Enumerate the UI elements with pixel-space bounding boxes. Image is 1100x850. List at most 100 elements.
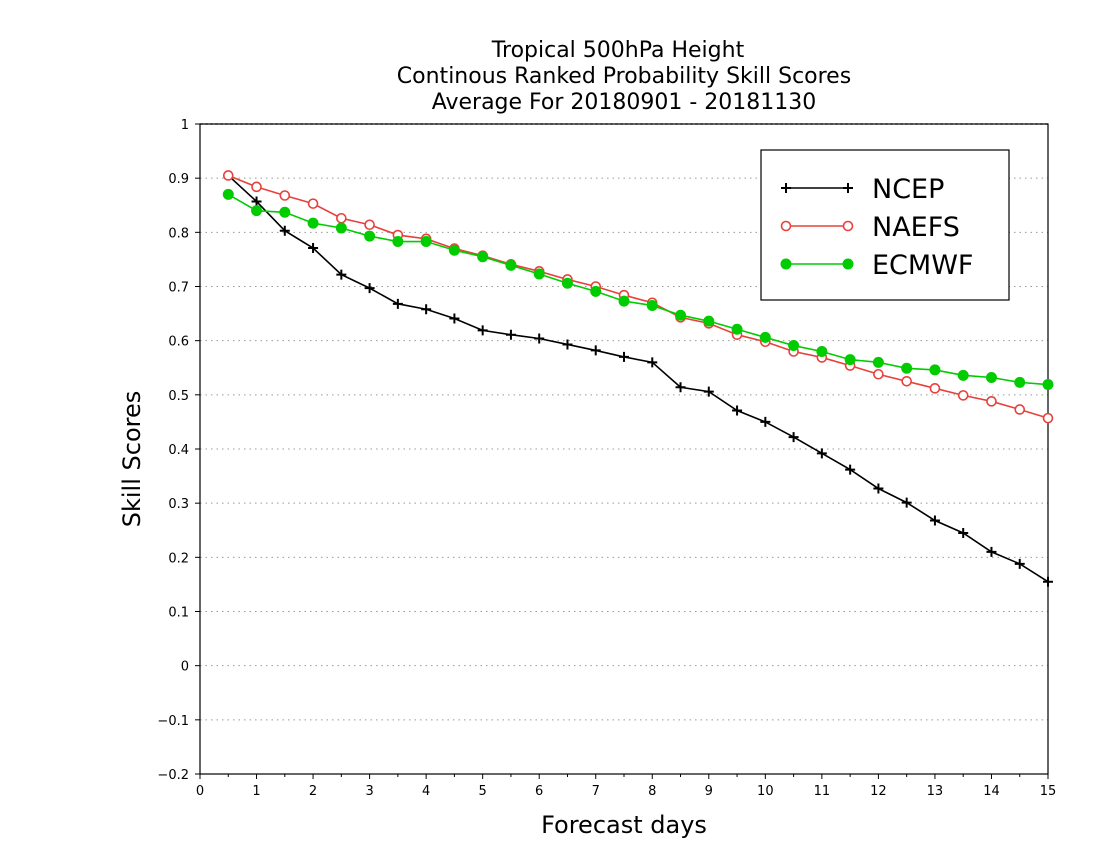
legend-label-naefs: NAEFS: [872, 212, 960, 243]
x-tick-label: 1: [252, 784, 260, 799]
ncep-series: [223, 170, 1053, 587]
naefs-point: [251, 181, 262, 193]
legend-ncep-point: [843, 183, 853, 193]
ncep-point: [675, 382, 686, 393]
title-line-2: Continous Ranked Probability Skill Score…: [397, 64, 851, 89]
ecmwf-point: [675, 309, 687, 321]
naefs-point: [279, 190, 291, 201]
y-tick-label: 0.1: [168, 606, 189, 621]
x-axis-title: Forecast days: [541, 811, 707, 839]
y-axis-title: Skill Scores: [118, 391, 146, 528]
ncep-point: [364, 283, 375, 294]
ncep-point: [647, 357, 658, 368]
legend-label-ecmwf: ECMWF: [872, 250, 973, 281]
x-tick-label: 15: [1040, 784, 1057, 799]
naefs-point: [222, 170, 234, 181]
ncep-point: [421, 304, 432, 315]
ecmwf-point: [703, 315, 715, 327]
title-line-1: Tropical 500hPa Height: [491, 38, 745, 63]
legend-label-ncep: NCEP: [872, 174, 944, 205]
ecmwf-point: [222, 188, 234, 200]
ecmwf-point: [646, 299, 658, 311]
ecmwf-point: [1042, 379, 1054, 391]
y-tick-label: 0.9: [168, 172, 189, 187]
ecmwf-point: [816, 346, 828, 357]
ncep-point: [732, 405, 743, 416]
naefs-point: [986, 396, 997, 407]
ecmwf-point: [759, 331, 771, 343]
naefs-point: [364, 219, 375, 231]
x-tick-label: 13: [927, 784, 944, 799]
y-tick-label: 0.2: [168, 551, 189, 566]
axis-ticks: −0.2−0.100.10.20.30.40.50.60.70.80.910 1 2…: [157, 118, 1056, 799]
ecmwf-point: [533, 268, 545, 280]
ecmwf-point: [561, 277, 573, 289]
x-tick-label: 11: [814, 784, 831, 799]
ecmwf-point: [618, 295, 630, 307]
naefs-point: [307, 198, 319, 209]
naefs-point: [873, 368, 884, 380]
legend-item-ncep: NCEP: [781, 174, 944, 205]
ncep-point: [534, 333, 545, 344]
x-tick-label: 12: [870, 784, 887, 799]
ecmwf-point: [1014, 376, 1026, 388]
y-tick-label: 0: [181, 660, 189, 675]
ecmwf-series: [222, 188, 1054, 391]
ncep-point: [590, 345, 601, 356]
ecmwf-point: [251, 205, 263, 217]
naefs-point: [957, 390, 969, 401]
legend-box: [760, 149, 1010, 301]
ecmwf-point: [307, 217, 319, 229]
ncep-point: [251, 196, 262, 207]
ncep-point: [1043, 576, 1053, 587]
chart-title: Tropical 500hPa Height Continous Ranked …: [397, 38, 851, 115]
ecmwf-point: [335, 222, 347, 234]
y-tick-label: 0.6: [168, 335, 189, 350]
x-tick-label: 14: [983, 784, 1000, 799]
x-tick-label: 9: [705, 784, 713, 799]
ncep-point: [760, 416, 771, 427]
ncep-point: [619, 351, 629, 362]
legend-ecmwf-point: [780, 258, 792, 270]
x-tick-label: 2: [309, 784, 317, 799]
ecmwf-point: [590, 285, 602, 297]
ncep-point: [562, 339, 573, 350]
ecmwf-point: [392, 236, 404, 248]
ncep-point: [816, 448, 827, 459]
y-tick-label: −0.2: [157, 768, 189, 783]
ncep-point: [703, 386, 714, 397]
legend-item-naefs: NAEFS: [780, 212, 960, 243]
naefs-point: [901, 375, 912, 387]
ecmwf-point: [279, 206, 291, 218]
legend-naefs-point: [780, 220, 792, 232]
ecmwf-point: [420, 236, 432, 248]
ecmwf-point: [901, 362, 913, 374]
y-tick-label: 0.7: [168, 281, 189, 296]
ncep-point: [958, 527, 969, 538]
naefs-point: [929, 383, 941, 394]
legend-naefs-point: [842, 220, 854, 232]
ecmwf-point: [477, 251, 489, 263]
naefs-point: [336, 212, 347, 224]
y-tick-label: 0.8: [168, 226, 189, 241]
series-layer: [222, 170, 1054, 587]
x-tick-label: 5: [479, 784, 487, 799]
x-tick-label: 3: [365, 784, 373, 799]
ncep-point: [449, 313, 460, 324]
x-tick-label: 7: [592, 784, 600, 799]
ecmwf-point: [985, 372, 997, 383]
y-tick-label: 0.4: [168, 443, 189, 458]
naefs-point: [1042, 412, 1054, 424]
legend: NCEP NAEFS ECMWF: [760, 149, 1010, 301]
ecmwf-point: [844, 354, 856, 366]
ecmwf-point: [929, 364, 941, 376]
ecmwf-point: [448, 244, 460, 256]
naefs-point: [1014, 404, 1026, 415]
x-tick-label: 6: [535, 784, 543, 799]
ncep-point: [505, 329, 516, 340]
y-tick-label: 0.3: [168, 497, 189, 512]
y-tick-label: 1: [181, 118, 189, 133]
ncep-point: [308, 243, 319, 254]
ecmwf-point: [872, 356, 884, 368]
